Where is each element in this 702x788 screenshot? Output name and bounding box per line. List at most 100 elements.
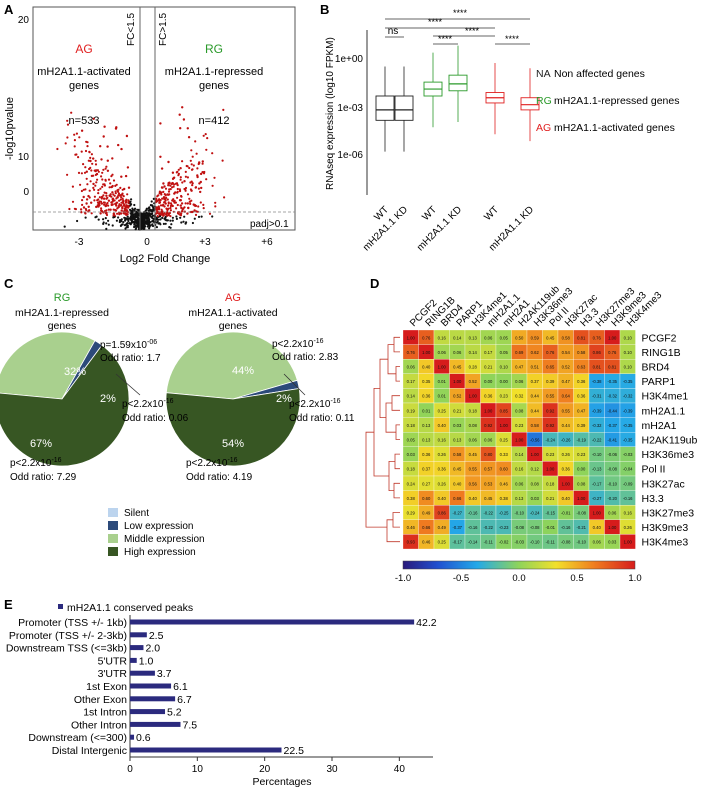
- heatmap-cell-value: -0.10: [607, 481, 617, 486]
- heatmap-cell-value: 0.44: [531, 408, 540, 413]
- scatter-point: [143, 227, 146, 230]
- heatmap-cell-value: 0.36: [562, 467, 571, 472]
- scatter-point: [126, 224, 129, 227]
- heatmap-cell-value: 0.38: [407, 496, 416, 501]
- heatmap-cell-value: 1.00: [407, 335, 416, 340]
- scatter-point: [95, 172, 99, 176]
- scatter-point: [88, 189, 91, 192]
- heatmap-cell-value: 0.23: [546, 452, 555, 457]
- heatmap-cell-value: 0.21: [546, 496, 555, 501]
- ag-subtitle-2: genes: [69, 80, 99, 92]
- scatter-point: [163, 201, 166, 204]
- x-tick: +6: [261, 237, 273, 248]
- scatter-point: [70, 111, 73, 114]
- scatter-point: [194, 213, 198, 216]
- x-tick: +3: [199, 237, 211, 248]
- scatter-point: [186, 127, 189, 130]
- scatter-point: [123, 224, 127, 227]
- scatter-point: [144, 215, 147, 218]
- heatmap-cell-value: 0.36: [422, 452, 431, 457]
- ag-odd-mid: Odd ratio: 0.11: [289, 413, 355, 424]
- heatmap-cell-value: 1.00: [422, 350, 431, 355]
- legend-text-rg: mH2A1.1-repressed genes: [554, 95, 679, 107]
- scatter-point: [191, 168, 194, 171]
- legend-label: Silent: [124, 508, 149, 519]
- heatmap-cell-value: -0.22: [483, 525, 493, 530]
- heatmap-cell-value: 0.55: [469, 467, 478, 472]
- scatter-point: [64, 142, 67, 145]
- scatter-point: [77, 156, 80, 159]
- scatter-point: [83, 171, 87, 174]
- scatter-point: [99, 200, 103, 203]
- x-tick: 0: [144, 237, 150, 248]
- scatter-point: [132, 214, 135, 217]
- row-label: H3K27ac: [642, 478, 685, 490]
- scatter-point: [122, 202, 125, 205]
- heatmap-cell-value: 0.19: [407, 408, 416, 413]
- scatter-point: [157, 207, 161, 210]
- scatter-point: [169, 202, 173, 205]
- scatter-point: [150, 212, 153, 215]
- scatter-point: [100, 158, 103, 161]
- scatter-point: [191, 184, 194, 187]
- scatter-point: [117, 143, 120, 147]
- scatter-point: [113, 194, 116, 197]
- heatmap-cell-value: 0.81: [593, 365, 602, 370]
- scatter-point: [171, 199, 174, 202]
- scatter-point: [114, 192, 117, 195]
- volcano-plot: A FC<1.5 FC>1.5 AG mH2A1.1-activated gen…: [4, 2, 296, 265]
- heatmap-cell-value: 0.00: [484, 379, 493, 384]
- heatmap-cell-value: 0.10: [624, 350, 633, 355]
- scatter-point: [92, 117, 95, 121]
- row-labels: PCGF2 RING1B BRD4 PARP1 H3K4me1 mH2A1.1 mH2A1 H…: [642, 332, 698, 548]
- scatter-point: [190, 180, 193, 183]
- heatmap-cell-value: -0.25: [499, 511, 509, 516]
- heatmap-cell-value: 0.01: [438, 394, 447, 399]
- scatter-point: [90, 201, 93, 204]
- heatmap-cell-value: 0.03: [608, 540, 617, 545]
- scatter-point: [167, 202, 170, 205]
- scatter-point: [87, 194, 90, 198]
- rg-subtitle-1: mH2A1.1-repressed: [15, 307, 109, 319]
- scatter-point: [103, 125, 106, 128]
- bar-value-label: 2.5: [149, 630, 164, 642]
- scatter-point: [186, 202, 189, 205]
- scatter-point: [163, 185, 166, 188]
- scatter-point: [162, 222, 165, 225]
- stars-label: ****: [465, 26, 480, 36]
- pie-percent-label: 32%: [64, 366, 86, 378]
- legend-code-na: NA: [536, 68, 551, 80]
- scatter-point: [191, 155, 194, 158]
- legend-swatch-middle: [108, 534, 118, 543]
- heatmap-cell-value: -0.44: [607, 408, 617, 413]
- scatter-point: [169, 226, 172, 229]
- category-label: Downstream (<=300): [28, 732, 127, 744]
- scatter-point: [78, 136, 81, 139]
- scatter-point: [100, 202, 104, 205]
- scatter-point: [101, 185, 104, 188]
- heatmap-cell-value: -0.32: [592, 423, 602, 428]
- scatter-point: [74, 208, 77, 211]
- scatter-point: [130, 217, 133, 220]
- dendrogram-branch: [379, 358, 388, 419]
- panel-label-c: C: [4, 276, 14, 291]
- x-tick-label: WT: [482, 204, 501, 223]
- scatter-point: [105, 227, 108, 230]
- heatmap-cell-value: -0.21: [576, 525, 586, 530]
- scatter-point: [90, 169, 93, 172]
- heatmap-cell-value: -0.08: [561, 540, 571, 545]
- scatter-point: [111, 173, 114, 176]
- x-tick-label: WT: [420, 204, 439, 223]
- bar-value-label: 6.7: [177, 694, 192, 706]
- scatter-point: [192, 164, 195, 167]
- scatter-point: [161, 197, 164, 200]
- heatmap-cell-value: -0.38: [592, 379, 602, 384]
- scatter-point: [179, 176, 182, 179]
- scatter-point: [159, 223, 162, 226]
- heatmap-cell-value: 0.52: [562, 365, 571, 370]
- row-label: RING1B: [642, 347, 681, 359]
- scatter-point: [128, 208, 132, 211]
- scatter-point: [171, 216, 174, 219]
- scatter-point: [84, 216, 87, 219]
